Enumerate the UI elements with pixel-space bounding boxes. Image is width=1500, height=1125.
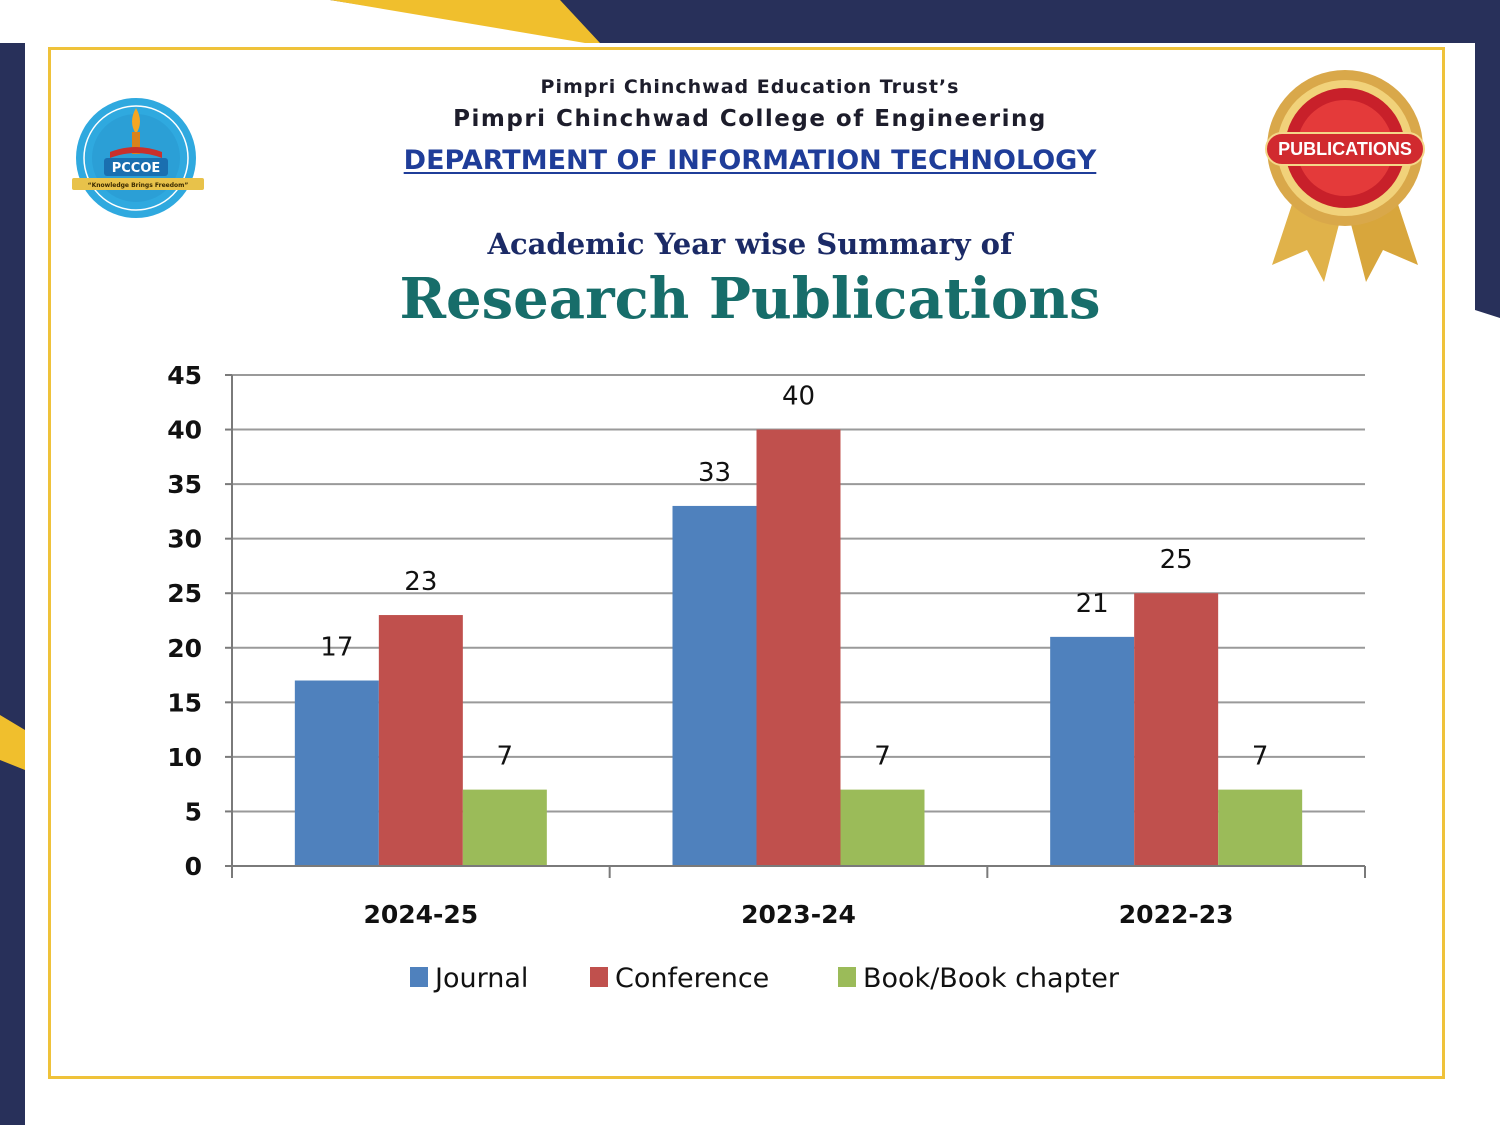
y-tick-label: 40 xyxy=(167,416,202,445)
badge-text: PUBLICATIONS xyxy=(1278,139,1412,159)
bar xyxy=(378,615,463,866)
legend-label: Conference xyxy=(615,963,769,994)
y-tick-label: 25 xyxy=(167,579,202,608)
bar xyxy=(1134,593,1219,866)
data-label: 21 xyxy=(1076,589,1109,619)
data-label: 23 xyxy=(404,567,437,597)
legend-swatch xyxy=(410,967,428,987)
y-tick-label: 15 xyxy=(167,688,202,717)
logo-text: PCCOE xyxy=(112,161,161,176)
bar xyxy=(840,789,925,866)
data-label: 33 xyxy=(698,458,731,488)
trust-name: Pimpri Chinchwad Education Trust’s xyxy=(540,76,960,98)
legend: Journal Conference Book/Book chapter xyxy=(410,963,1120,994)
data-label: 7 xyxy=(497,742,514,772)
y-tick-label: 20 xyxy=(167,634,202,663)
data-label: 25 xyxy=(1160,545,1193,575)
data-label: 7 xyxy=(874,742,891,772)
bar xyxy=(294,680,379,866)
logo-motto: “Knowledge Brings Freedom” xyxy=(88,182,189,189)
bars xyxy=(294,429,1303,866)
gold-frame xyxy=(48,47,1445,1079)
y-tick-label: 45 xyxy=(167,361,202,390)
college-name: Pimpri Chinchwad College of Engineering xyxy=(453,106,1047,132)
legend-swatch xyxy=(838,967,856,987)
y-tick-label: 5 xyxy=(185,797,202,826)
legend-label: Book/Book chapter xyxy=(863,963,1120,994)
x-tick-label: 2022-23 xyxy=(1119,900,1234,929)
legend-label: Journal xyxy=(433,963,528,994)
y-tick-label: 35 xyxy=(167,470,202,499)
bar xyxy=(1218,789,1303,866)
bar xyxy=(756,429,841,866)
axes: 0 5 10 15 20 25 30 35 40 45 2024-25 2023-24 2022-23 xyxy=(167,361,1366,929)
department-name: DEPARTMENT OF INFORMATION TECHNOLOGY xyxy=(0,145,1500,176)
legend-swatch xyxy=(590,967,608,987)
page-subtitle: Academic Year wise Summary of xyxy=(487,227,1013,261)
publications-badge-icon: PUBLICATIONS xyxy=(1265,70,1425,282)
x-tick-label: 2023-24 xyxy=(741,900,856,929)
data-labels: 17 23 7 33 40 7 21 25 7 xyxy=(320,382,1268,772)
data-label: 7 xyxy=(1252,742,1269,772)
page-title: Research Publications xyxy=(399,266,1101,332)
y-tick-label: 10 xyxy=(167,743,202,772)
bar xyxy=(672,505,757,866)
data-label: 17 xyxy=(320,633,353,663)
bar xyxy=(1050,636,1135,866)
x-tick-label: 2024-25 xyxy=(363,900,478,929)
department-name-text: DEPARTMENT OF INFORMATION TECHNOLOGY xyxy=(403,145,1097,176)
pccoe-logo: PCCOE “Knowledge Brings Freedom” xyxy=(72,98,204,218)
bar xyxy=(462,789,547,866)
data-label: 40 xyxy=(782,382,815,412)
y-tick-label: 0 xyxy=(185,852,202,881)
y-tick-label: 30 xyxy=(167,525,202,554)
